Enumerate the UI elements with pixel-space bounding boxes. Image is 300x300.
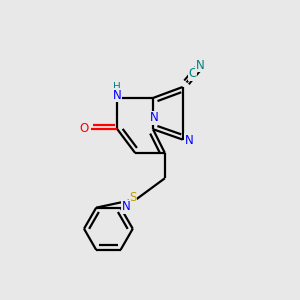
Text: N: N xyxy=(122,200,130,213)
Text: N: N xyxy=(185,134,194,147)
Text: N: N xyxy=(150,111,159,124)
Text: O: O xyxy=(80,122,88,135)
Text: N: N xyxy=(113,88,122,101)
Text: C: C xyxy=(188,67,197,80)
Text: H: H xyxy=(113,82,121,92)
Text: S: S xyxy=(129,191,137,204)
Text: N: N xyxy=(196,58,204,71)
